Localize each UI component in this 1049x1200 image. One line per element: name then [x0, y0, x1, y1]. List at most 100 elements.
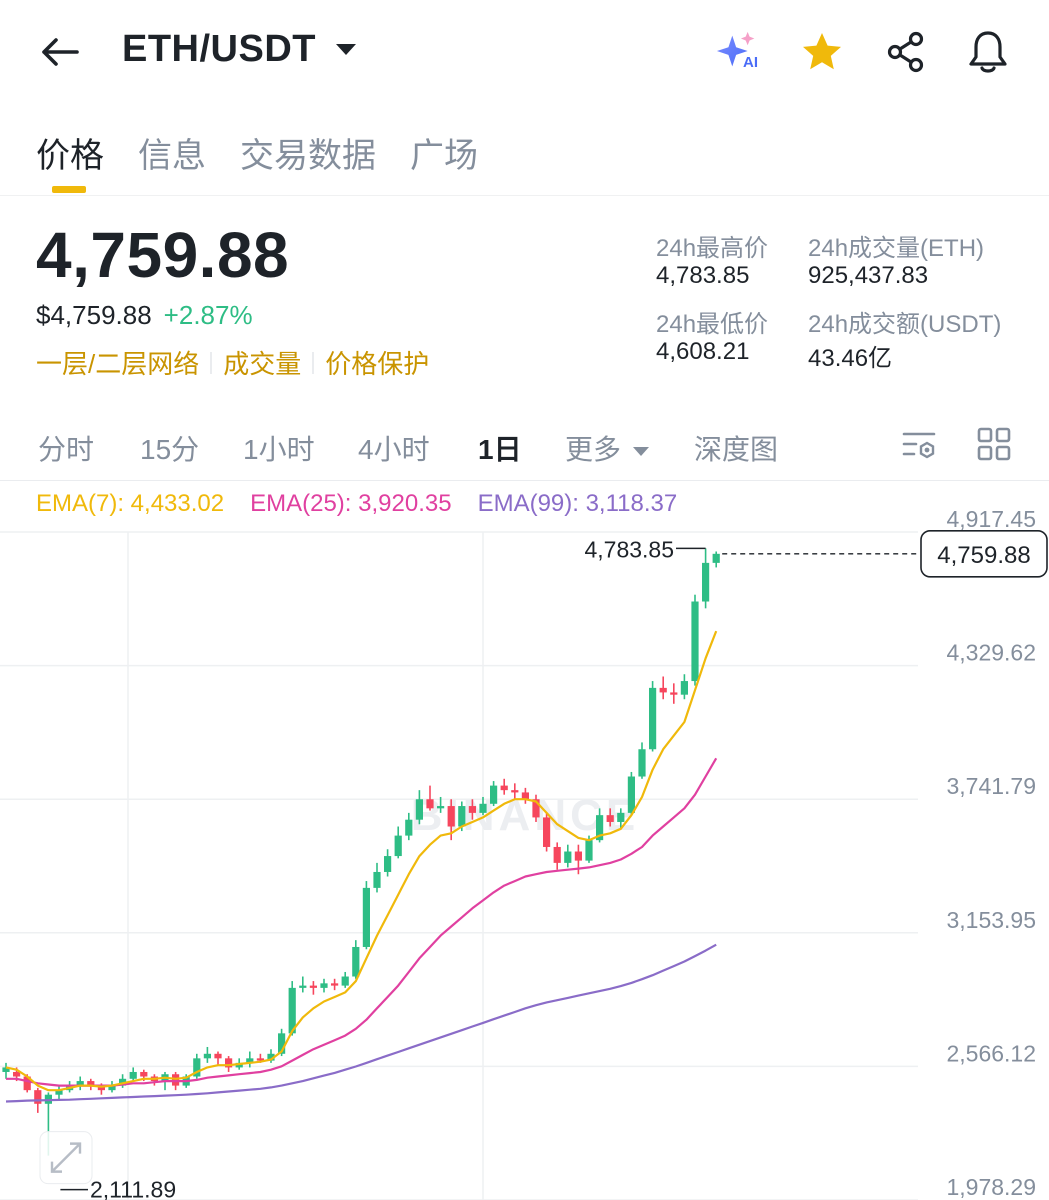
grid-icon	[977, 427, 1011, 461]
candle-body	[140, 1071, 148, 1077]
caret-down-icon	[336, 44, 356, 55]
ema25-line	[6, 757, 718, 1087]
candle-body	[596, 815, 604, 841]
tab-info[interactable]: 信息	[138, 137, 206, 175]
y-tick-label: 4,329.62	[946, 640, 1036, 666]
tab-square[interactable]: 广场	[410, 137, 478, 175]
candle-body	[309, 985, 317, 988]
candle-body	[627, 776, 635, 813]
interval-line[interactable]: 分时	[38, 434, 95, 465]
divider	[210, 351, 213, 374]
y-tick-label: 3,741.79	[946, 773, 1036, 799]
candle-body	[490, 785, 498, 804]
pair-title: ETH/USDT	[122, 28, 316, 70]
candle-body	[500, 785, 508, 791]
info-links: 一层/二层网络 成交量 价格保护	[36, 344, 429, 381]
indicator-settings-icon	[902, 432, 936, 459]
interval-15m[interactable]: 15分	[140, 434, 200, 465]
depth-chart-tab[interactable]: 深度图	[694, 434, 779, 465]
candle-body	[649, 687, 657, 750]
candle-body	[415, 799, 423, 820]
candle-body	[225, 1058, 233, 1068]
interval-bar: 分时 15分 1小时 4小时 1日 更多 深度图	[0, 420, 1049, 474]
candle-body	[203, 1053, 211, 1059]
chart-area[interactable]	[0, 480, 1049, 1200]
tab-trading-data[interactable]: 交易数据	[240, 137, 376, 175]
candle-body	[87, 1081, 95, 1086]
candle-body	[680, 681, 688, 695]
candle-body	[108, 1085, 116, 1091]
ema99-label: EMA(99): 3,118.37	[477, 490, 678, 517]
interval-4h[interactable]: 4小时	[358, 434, 430, 465]
candle-body	[97, 1085, 105, 1091]
candle-body	[256, 1058, 264, 1061]
candle-body	[521, 792, 529, 800]
candle-body	[214, 1053, 222, 1059]
candle-body	[76, 1081, 84, 1086]
candle-body	[362, 887, 370, 947]
ai-assistant-button[interactable]: AI	[715, 28, 763, 76]
candle-body	[638, 749, 646, 777]
high-24h-value: 4,783.85	[656, 262, 750, 289]
candle-body	[511, 790, 519, 793]
share-button[interactable]	[882, 28, 930, 76]
layout-grid-button[interactable]	[976, 426, 1012, 469]
app-header: ETH/USDT AI	[0, 0, 1049, 105]
network-link[interactable]: 一层/二层网络	[36, 349, 200, 379]
candle-body	[129, 1071, 137, 1079]
bell-icon	[969, 31, 1007, 73]
candle-body	[34, 1090, 42, 1104]
candle-body	[543, 817, 551, 847]
sub-price-row: $4,759.88 +2.87%	[36, 300, 253, 331]
low-24h-value: 4,608.21	[656, 338, 750, 365]
caret-down-icon	[633, 447, 650, 457]
candle-body	[479, 803, 487, 813]
candle-body	[320, 983, 328, 988]
ema-legend: EMA(7): 4,433.02 EMA(25): 3,920.35 EMA(9…	[36, 490, 677, 518]
favorite-button[interactable]	[798, 28, 846, 76]
interval-1d[interactable]: 1日	[478, 434, 522, 465]
alert-button[interactable]	[964, 28, 1012, 76]
volume-link[interactable]: 成交量	[223, 349, 302, 379]
indicator-settings-button[interactable]	[900, 426, 938, 471]
pair-selector[interactable]: ETH/USDT	[122, 28, 356, 71]
candle-body	[553, 846, 561, 863]
candle-body	[13, 1071, 21, 1077]
interval-more: 更多	[565, 434, 622, 465]
candle-body	[585, 840, 593, 861]
candle-body	[405, 819, 413, 836]
y-tick-label: 2,566.12	[946, 1040, 1036, 1066]
tab-price[interactable]: 价格	[36, 137, 104, 175]
vol-24h-value: 925,437.83	[808, 262, 929, 289]
back-button[interactable]	[34, 30, 84, 74]
candle-body	[574, 851, 582, 861]
candle-body	[23, 1076, 31, 1091]
candle-body	[394, 835, 402, 857]
y-tick-label: 3,153.95	[946, 907, 1036, 933]
candle-body	[341, 976, 349, 986]
current-price-tag-label: 4,759.88	[937, 542, 1030, 569]
ema7-label: EMA(7): 4,433.02	[36, 490, 225, 517]
expand-icon	[50, 1142, 82, 1173]
last-price: 4,759.88	[36, 219, 290, 291]
candle-body	[468, 806, 476, 813]
divider	[312, 351, 315, 374]
candle-body	[288, 987, 296, 1034]
kline-chart[interactable]: 4,917.45 4,329.62 3,741.79 3,153.95 2,566.12…	[0, 480, 1049, 1200]
candle-body	[267, 1053, 275, 1061]
high-marker-label: 4,783.85	[584, 536, 674, 562]
current-price-tag	[920, 530, 1048, 578]
price-change-percent: +2.87%	[163, 300, 253, 330]
active-tab-indicator	[52, 186, 86, 193]
candle-body	[702, 562, 710, 602]
candle-body	[278, 1033, 286, 1054]
ai-sparkle-icon	[716, 31, 755, 67]
interval-1h[interactable]: 1小时	[243, 434, 315, 465]
star-icon	[803, 33, 841, 70]
candle-body	[172, 1074, 180, 1086]
vol-24h-label: 24h成交量(ETH)	[808, 235, 985, 262]
candle-body	[691, 601, 699, 682]
price-protection-link[interactable]: 价格保护	[325, 349, 430, 379]
candle-body	[2, 1067, 10, 1072]
interval-more-button[interactable]: 更多	[565, 428, 650, 468]
